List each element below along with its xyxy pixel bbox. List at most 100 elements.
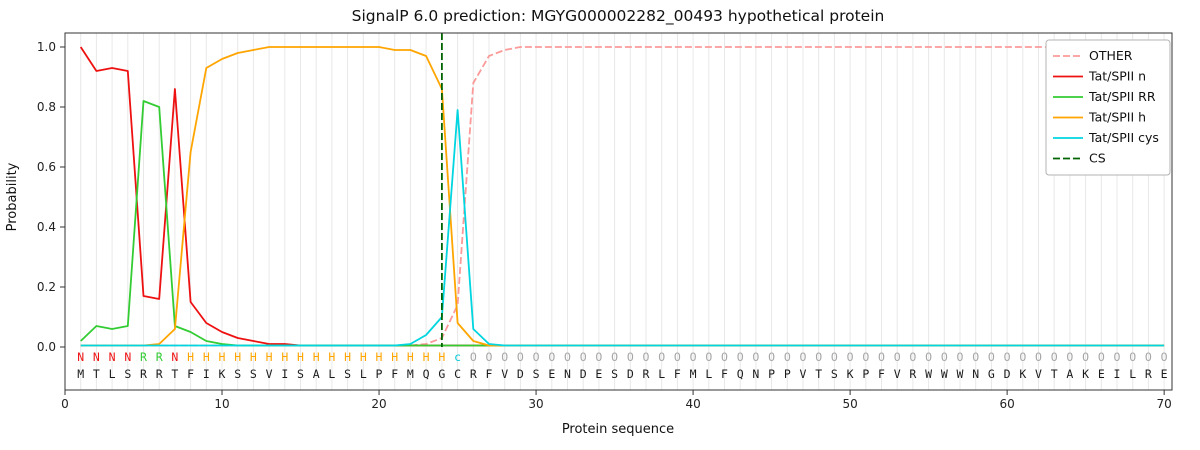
region-label: H	[391, 350, 398, 364]
x-axis-label: Protein sequence	[562, 422, 674, 437]
residue-letter: W	[957, 367, 964, 381]
residue-letter: L	[360, 367, 367, 381]
residue-letter: S	[344, 367, 351, 381]
region-label: O	[486, 350, 493, 364]
region-label: O	[847, 350, 854, 364]
residue-letter: K	[847, 367, 854, 381]
region-label: H	[187, 350, 194, 364]
region-label: c	[454, 350, 461, 364]
residue-letter: F	[721, 367, 728, 381]
region-label: O	[957, 350, 964, 364]
region-label: O	[941, 350, 948, 364]
residue-letter: W	[925, 367, 932, 381]
residue-letter: I	[281, 367, 288, 381]
x-tick-label: 20	[371, 397, 386, 411]
residue-letter: R	[643, 367, 650, 381]
residue-letter: V	[266, 367, 273, 381]
region-label: O	[517, 350, 524, 364]
legend: OTHER Tat/SPII n Tat/SPII RR Tat/SPII h Tat/…	[1045, 39, 1171, 176]
residue-letter: K	[1082, 367, 1089, 381]
region-label: O	[925, 350, 932, 364]
region-label: O	[1019, 350, 1026, 364]
region-label: N	[93, 350, 100, 364]
region-label: O	[674, 350, 681, 364]
region-label: O	[705, 350, 712, 364]
region-label: O	[768, 350, 775, 364]
residue-letter: K	[219, 367, 226, 381]
residue-letter: W	[941, 367, 948, 381]
y-axis: 0.0 0.2 0.4 0.6 0.8 1.0	[37, 40, 65, 354]
residue-letter: F	[187, 367, 194, 381]
legend-entry-label: Tat/SPII RR	[1088, 89, 1156, 104]
region-label: O	[564, 350, 571, 364]
region-label: O	[894, 350, 901, 364]
x-tick-label: 30	[528, 397, 543, 411]
residue-letter: S	[611, 367, 618, 381]
residue-letter: K	[1019, 367, 1026, 381]
residue-letter: P	[862, 367, 869, 381]
residue-letter: A	[1066, 367, 1073, 381]
region-label: H	[423, 350, 430, 364]
region-label: H	[376, 350, 383, 364]
region-label: O	[752, 350, 759, 364]
residue-letter: P	[784, 367, 791, 381]
residue-letter: M	[690, 367, 697, 381]
residue-letter: E	[595, 367, 602, 381]
region-label: O	[501, 350, 508, 364]
region-label: O	[658, 350, 665, 364]
residue-letter: F	[391, 367, 398, 381]
region-label: O	[784, 350, 791, 364]
residue-letter: E	[548, 367, 555, 381]
residue-letter: N	[972, 367, 979, 381]
region-label: O	[1145, 350, 1152, 364]
region-label: O	[595, 350, 602, 364]
region-label: N	[109, 350, 116, 364]
region-label: H	[438, 350, 445, 364]
residue-letter: L	[1129, 367, 1136, 381]
x-tick-label: 60	[999, 397, 1014, 411]
residue-letter: N	[564, 367, 571, 381]
y-tick-label: 0.2	[37, 280, 56, 294]
residue-letter: T	[815, 367, 822, 381]
region-label: O	[831, 350, 838, 364]
residue-letter: S	[297, 367, 304, 381]
residue-letter: V	[800, 367, 807, 381]
y-tick-label: 0.8	[37, 100, 56, 114]
region-label: O	[815, 350, 822, 364]
region-label: O	[800, 350, 807, 364]
residue-letter: A	[313, 367, 320, 381]
region-label: H	[250, 350, 257, 364]
region-label: O	[878, 350, 885, 364]
region-label: N	[124, 350, 131, 364]
region-label: O	[643, 350, 650, 364]
residue-letter: C	[454, 367, 461, 381]
region-label: O	[737, 350, 744, 364]
region-label: H	[407, 350, 414, 364]
residue-letter: P	[376, 367, 383, 381]
residue-letter: R	[156, 367, 163, 381]
residue-letter: N	[752, 367, 759, 381]
residue-letter: P	[768, 367, 775, 381]
legend-entry-label: Tat/SPII cys	[1088, 130, 1159, 145]
region-label: O	[862, 350, 869, 364]
plot-border	[64, 32, 1173, 391]
plot-area: 0 10 20 30 40 50 60 700.00.20.40.60.81.0N N N N R R N…	[37, 32, 1173, 411]
region-label: H	[266, 350, 273, 364]
region-label: O	[548, 350, 555, 364]
y-axis-label: Probability	[5, 162, 20, 231]
residue-letter: L	[109, 367, 116, 381]
legend-entry-label: Tat/SPII h	[1088, 110, 1146, 125]
region-label: O	[1051, 350, 1058, 364]
x-tick-label: 0	[61, 397, 69, 411]
residue-letter: R	[1145, 367, 1152, 381]
gridlines	[80, 33, 1165, 390]
y-tick-label: 1.0	[37, 40, 56, 54]
x-tick-label: 70	[1157, 397, 1172, 411]
residue-letter: V	[501, 367, 508, 381]
residue-letter: Q	[423, 367, 430, 381]
region-label: O	[1129, 350, 1136, 364]
residue-letter: S	[250, 367, 257, 381]
legend-entry-label: CS	[1089, 151, 1106, 166]
